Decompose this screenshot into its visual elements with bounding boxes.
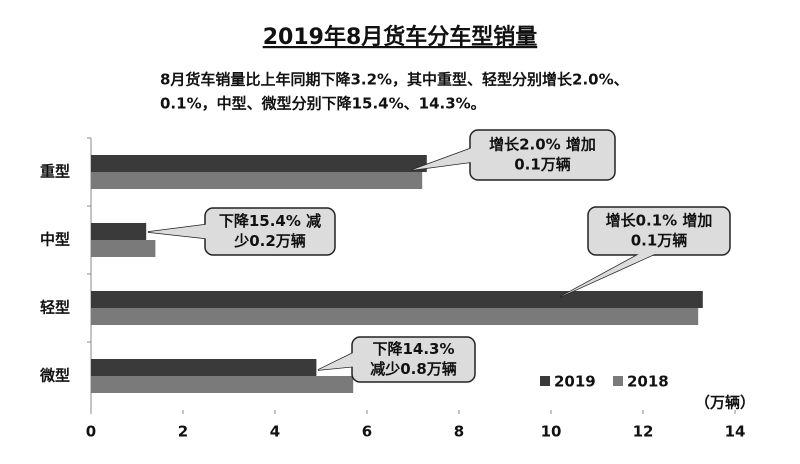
bar xyxy=(91,223,147,240)
callout-seam xyxy=(318,352,354,370)
y-tick-label: 轻型 xyxy=(40,299,70,317)
bar xyxy=(91,359,317,376)
x-tick-label: 6 xyxy=(362,423,372,441)
callout-box xyxy=(587,206,731,256)
annotation: 下降15.4% 减 xyxy=(219,212,321,230)
bar xyxy=(91,240,156,257)
callout-seam xyxy=(560,253,657,297)
legend-label: 2019 xyxy=(554,373,596,391)
callout-seam xyxy=(412,148,472,170)
x-tick-label: 0 xyxy=(86,423,96,441)
chart-title: 2019年8月货车分车型销量 xyxy=(263,24,538,50)
bar xyxy=(91,308,699,325)
legend-swatch xyxy=(613,376,623,386)
annotation: 增长0.1% 增加 xyxy=(606,212,713,230)
y-tick-label: 微型 xyxy=(39,367,70,385)
x-tick-label: 10 xyxy=(541,423,562,441)
bar xyxy=(91,376,354,393)
bar xyxy=(91,155,427,172)
x-tick-label: 2 xyxy=(178,423,188,441)
x-tick-label: 14 xyxy=(725,423,746,441)
subtitle: 0.1%，中型、微型分别下降15.4%、14.3%。 xyxy=(160,95,486,113)
annotation: 减少0.8万辆 xyxy=(370,360,457,378)
callout-seam xyxy=(148,224,207,239)
bar xyxy=(91,291,703,308)
annotation: 少0.2万辆 xyxy=(233,232,306,250)
bar xyxy=(91,172,423,189)
annotation: 增长2.0% 增加 xyxy=(489,136,596,154)
annotation: 0.1万辆 xyxy=(631,232,688,250)
annotation: 下降14.3% xyxy=(372,340,454,358)
subtitle: 8月货车销量比上年同期下降3.2%，其中重型、轻型分别增长2.0%、 xyxy=(160,71,629,89)
annotation: 0.1万辆 xyxy=(514,156,571,174)
x-tick-label: 4 xyxy=(270,423,280,441)
x-unit: （万辆） xyxy=(695,394,755,412)
y-tick-label: 重型 xyxy=(40,163,70,181)
x-tick-label: 8 xyxy=(454,423,464,441)
legend-label: 2018 xyxy=(627,373,669,391)
x-tick-label: 12 xyxy=(633,423,654,441)
legend-swatch xyxy=(540,376,550,386)
y-tick-label: 中型 xyxy=(40,231,70,249)
